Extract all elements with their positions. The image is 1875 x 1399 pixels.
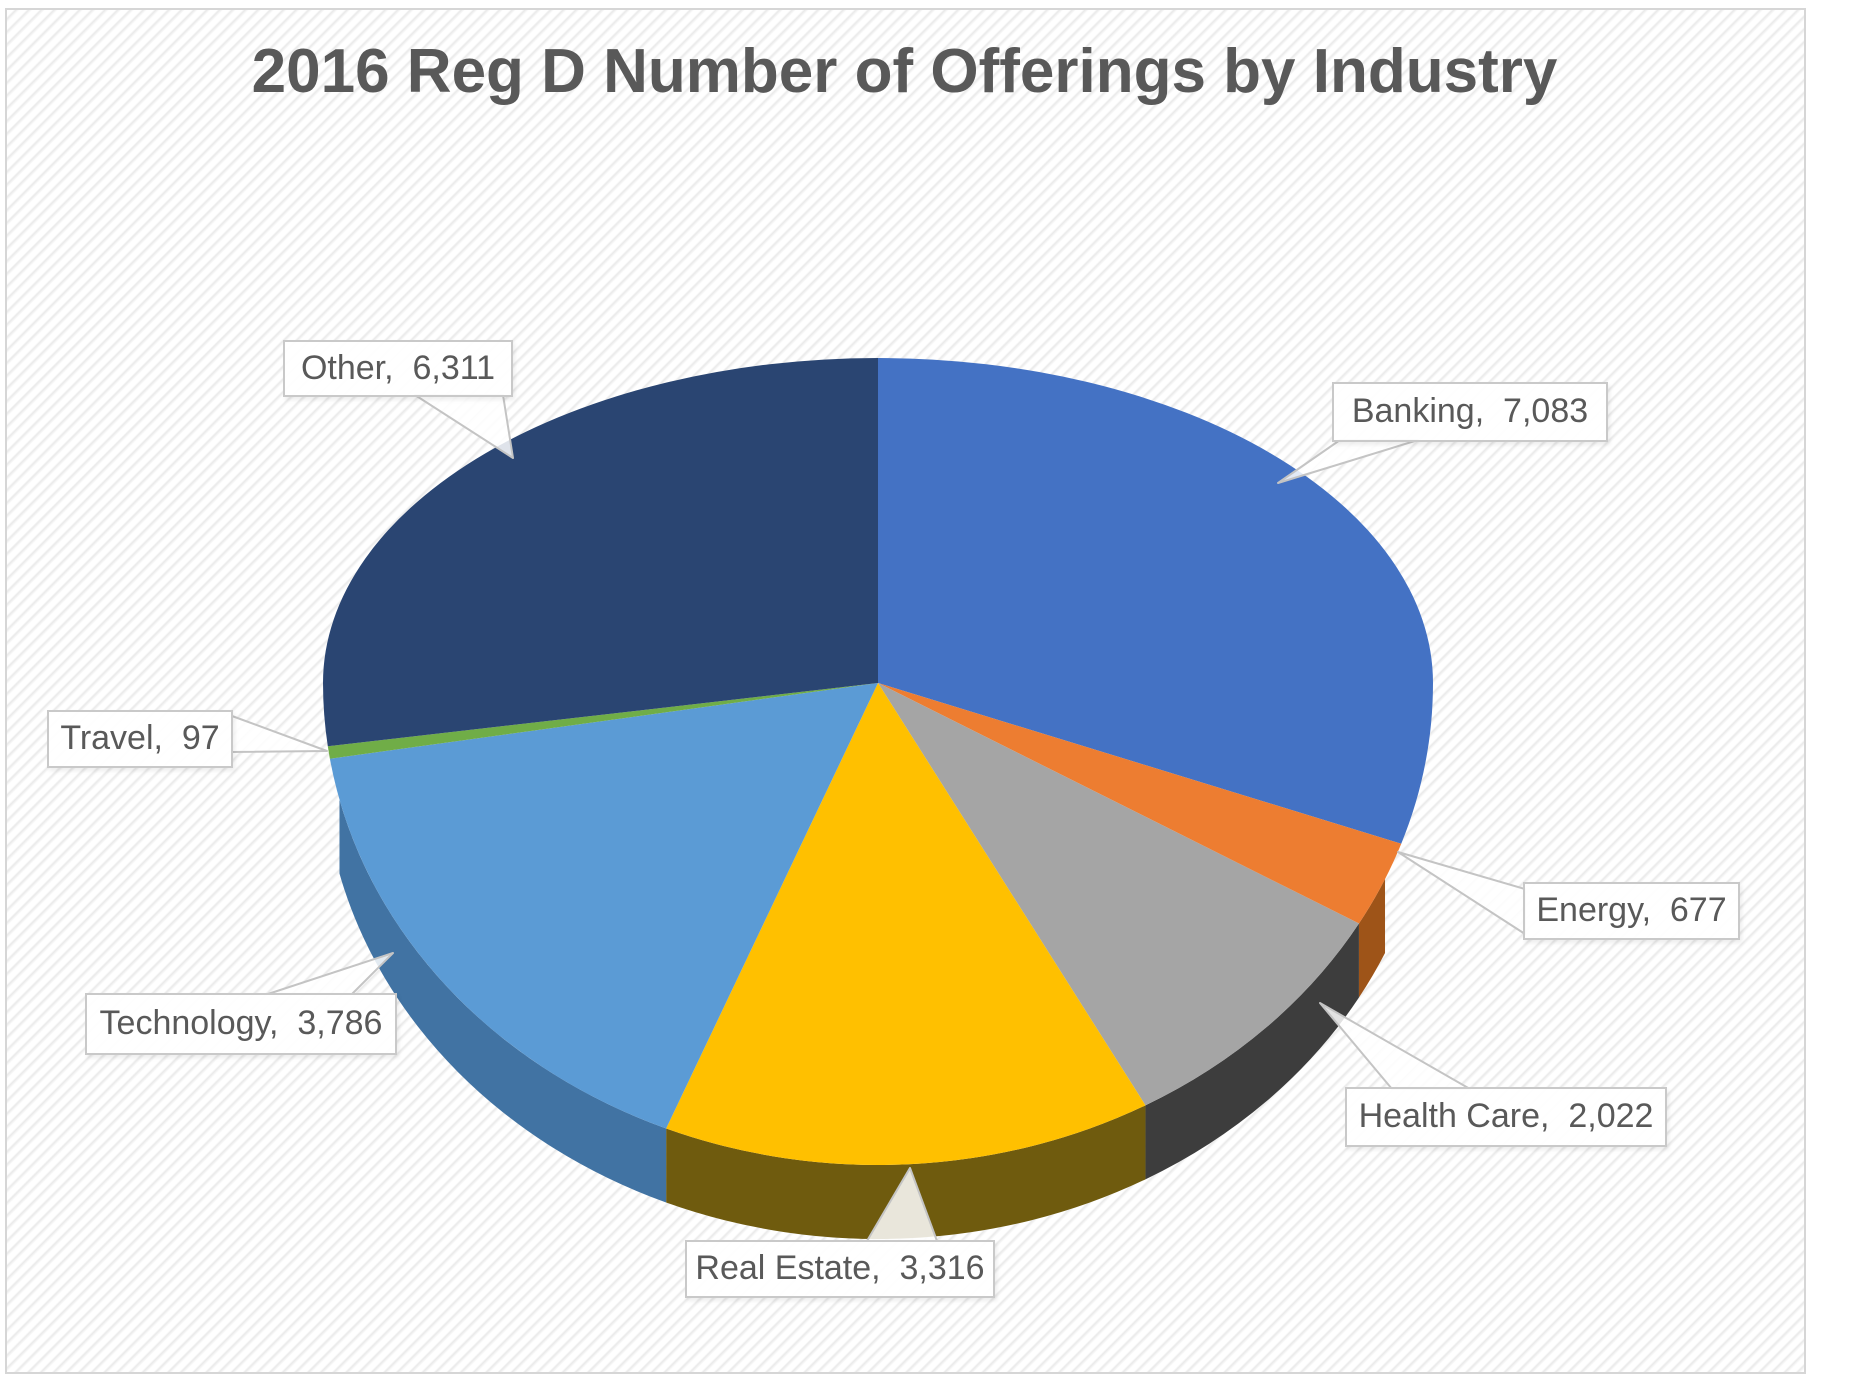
data-label-other[interactable]: Other, 6,311 <box>283 340 513 397</box>
data-label-travel[interactable]: Travel, 97 <box>47 710 233 768</box>
pie-slice-health-care-side <box>1145 923 1359 1180</box>
pie-slice-technology-side <box>339 799 667 1203</box>
pie-slice-technology[interactable] <box>329 683 878 1129</box>
callout-pointer-banking <box>1277 439 1419 484</box>
pie-slice-travel[interactable] <box>327 683 878 759</box>
data-label-health-care[interactable]: Health Care, 2,022 <box>1345 1087 1667 1147</box>
pie-slice-health-care[interactable] <box>878 683 1359 1106</box>
pie-slice-energy[interactable] <box>878 683 1402 924</box>
callout-pointer-travel <box>231 715 328 753</box>
pie-slice-real-estate[interactable] <box>666 683 1146 1166</box>
data-label-energy[interactable]: Energy, 677 <box>1523 882 1740 940</box>
pie-slice-energy-side <box>1358 879 1386 998</box>
data-label-real-estate[interactable]: Real Estate, 3,316 <box>685 1240 995 1298</box>
pie-slice-other[interactable] <box>323 358 878 747</box>
chart-title: 2016 Reg D Number of Offerings by Indust… <box>251 37 1558 106</box>
data-label-banking[interactable]: Banking, 7,083 <box>1332 382 1608 442</box>
callout-pointer-energy <box>1397 851 1526 935</box>
data-label-technology[interactable]: Technology, 3,786 <box>85 993 397 1055</box>
callout-pointer-other <box>414 394 514 459</box>
pie-slice-banking[interactable] <box>878 358 1433 844</box>
callout-pointer-health-care <box>1319 1002 1471 1090</box>
callout-pointer-technology <box>267 952 394 995</box>
pie-slice-real-estate-side <box>666 1105 1146 1240</box>
